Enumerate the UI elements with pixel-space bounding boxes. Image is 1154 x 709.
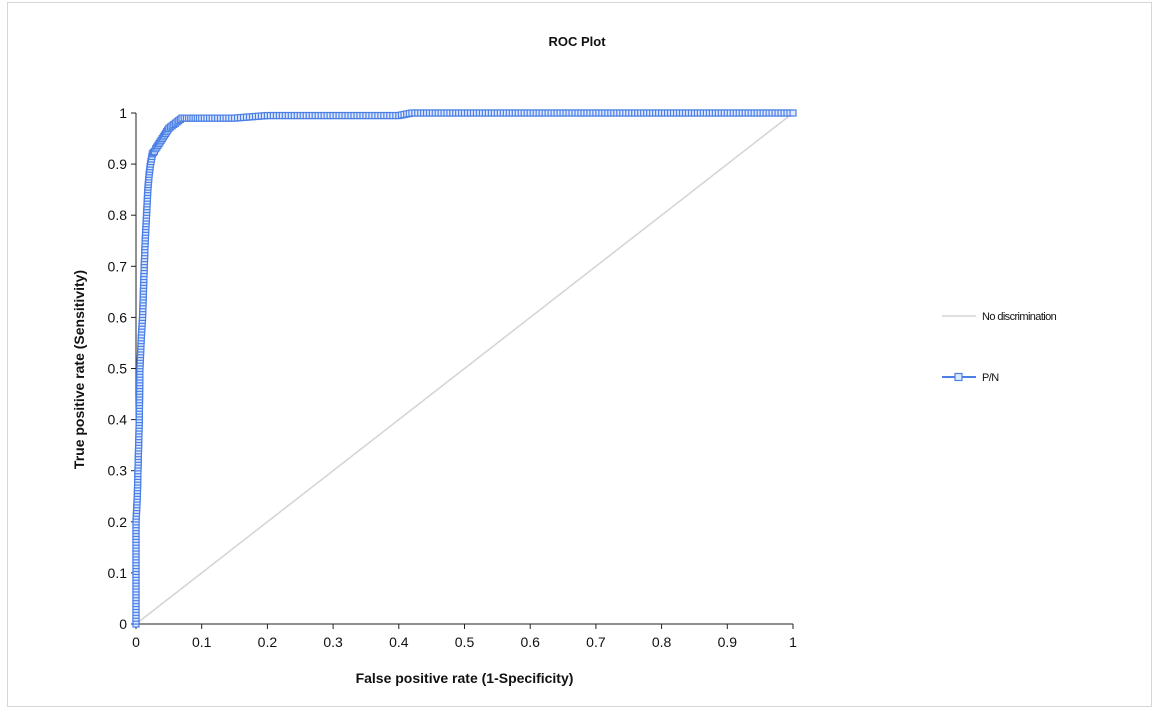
y-tick-label: 0.4 [108, 412, 128, 428]
x-tick-label: 0 [132, 634, 140, 650]
x-tick-label: 0.4 [389, 634, 409, 650]
x-tick-label: 0.9 [718, 634, 738, 650]
x-tick-label: 0.8 [652, 634, 672, 650]
x-tick-label: 0.3 [323, 634, 343, 650]
legend-label: P/N [982, 372, 999, 384]
legend-item: P/N [942, 372, 1000, 384]
x-tick-label: 0.7 [586, 634, 606, 650]
y-axis-title: True positive rate (Sensitivity) [71, 270, 87, 469]
y-tick-label: 1 [119, 105, 127, 121]
x-tick-label: 0.5 [455, 634, 475, 650]
legend-marker [954, 372, 963, 382]
series-line-no-discrimination [135, 112, 794, 625]
x-tick-label: 0.6 [520, 634, 540, 650]
legend-label: No discrimination [982, 311, 1057, 323]
x-tick-label: 0.2 [258, 634, 278, 650]
plot-series [132, 109, 797, 628]
y-tick-label: 0.8 [108, 207, 128, 223]
y-tick-label: 0 [119, 616, 127, 632]
y-tick-label: 0.7 [108, 258, 128, 274]
y-tick-label: 0.3 [108, 463, 128, 479]
x-tick-label: 0.1 [192, 634, 212, 650]
data-point-marker [789, 109, 797, 117]
legend: No discrimination P/N [942, 311, 1057, 384]
x-tick-label: 1 [789, 634, 797, 650]
y-tick-label: 0.2 [108, 514, 128, 530]
y-tick-label: 0.6 [108, 309, 128, 325]
x-axis-title: False positive rate (1-Specificity) [356, 670, 574, 686]
legend-item: No discrimination [942, 311, 1057, 323]
y-tick-label: 0.5 [108, 361, 128, 377]
y-axis-ticks: 0 0.1 0.2 0.3 0.4 0.5 0.6 0.7 0.8 0.9 1 [108, 105, 136, 632]
chart-title: ROC Plot [548, 34, 606, 49]
y-tick-label: 0.9 [108, 156, 128, 172]
series-markers-pn [132, 109, 797, 628]
x-axis-ticks: 0 0.1 0.2 0.3 0.4 0.5 0.6 0.7 0.8 0.9 1 [132, 624, 797, 650]
y-tick-label: 0.1 [108, 565, 128, 581]
